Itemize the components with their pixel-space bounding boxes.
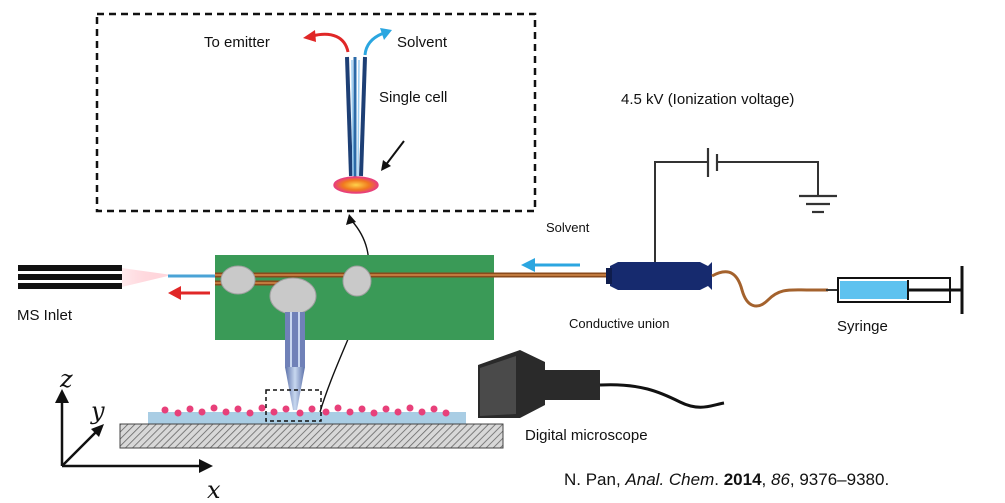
z-axis-label: z (59, 365, 73, 393)
stage-plate (119, 423, 504, 449)
inset-dashed-border (95, 12, 537, 213)
inset-solvent-label: Solvent (397, 34, 448, 51)
spray-plume (122, 268, 172, 287)
digital-microscope-label: Digital microscope (525, 427, 648, 444)
citation-pages: , 9376–9380. (789, 470, 890, 489)
y-axis-label: y (90, 397, 105, 425)
citation: N. Pan, Anal. Chem. 2014, 86, 9376–9380. (564, 470, 889, 490)
to-emitter-label: To emitter (204, 34, 270, 51)
solvent-flow-arrowhead (521, 258, 535, 272)
junction-blob-2 (269, 277, 317, 315)
inset-solvent-arrowhead (380, 28, 392, 40)
to-emitter-arrow (311, 32, 350, 53)
syringe-tubing (711, 270, 828, 308)
sampling-probe (285, 312, 305, 410)
conductive-union-label: Conductive union (569, 316, 669, 331)
citation-author: N. Pan, (564, 470, 626, 489)
junction-blob-1 (220, 265, 256, 295)
x-axis-arrowhead (199, 459, 213, 473)
to-emitter-arrowhead (303, 30, 316, 42)
inset-probe (345, 56, 367, 178)
ms-inlet: MS Inlet (17, 265, 215, 324)
syringe-label: Syringe (837, 318, 888, 335)
citation-volume: 86 (770, 470, 790, 489)
syringe: Syringe (826, 266, 964, 335)
sampling-region-box (265, 389, 322, 422)
microscope-cable (599, 383, 725, 409)
microfluidic-chip (215, 255, 610, 340)
ionization-voltage-label: 4.5 kV (Ionization voltage) (621, 91, 794, 108)
y-axis-line (61, 429, 99, 467)
citation-sep2: , (761, 470, 771, 489)
single-cell-blob (333, 176, 379, 194)
conductive-union: Conductive union (569, 262, 712, 331)
voltage-circuit: 4.5 kV (Ionization voltage) (621, 91, 837, 266)
citation-journal: Anal. Chem (625, 470, 715, 489)
x-axis-label: x (207, 476, 221, 503)
coordinate-axes: z y x (55, 365, 221, 503)
inset-panel: To emitter Solvent Single cell (95, 12, 537, 213)
junction-blob-3 (342, 265, 372, 297)
cell-dots (161, 404, 450, 417)
z-axis-arrowhead (55, 389, 69, 403)
glass-slide (148, 412, 466, 424)
citation-year: 2014 (723, 470, 762, 489)
zoom-connector-arrowhead (346, 214, 356, 225)
y-axis-arrowhead (91, 424, 104, 437)
inset-solvent-arrow (363, 31, 385, 56)
digital-microscope: Digital microscope (478, 350, 725, 444)
cell-pointer-arrow (384, 140, 405, 167)
single-cell-label: Single cell (379, 89, 447, 106)
solvent-label: Solvent (546, 220, 590, 235)
flow-to-ms-arrowhead (168, 286, 181, 300)
sample-stage (119, 389, 504, 449)
ms-inlet-label: MS Inlet (17, 307, 73, 324)
citation-sep1: . (714, 470, 724, 489)
cell-pointer-arrowhead (381, 160, 391, 171)
